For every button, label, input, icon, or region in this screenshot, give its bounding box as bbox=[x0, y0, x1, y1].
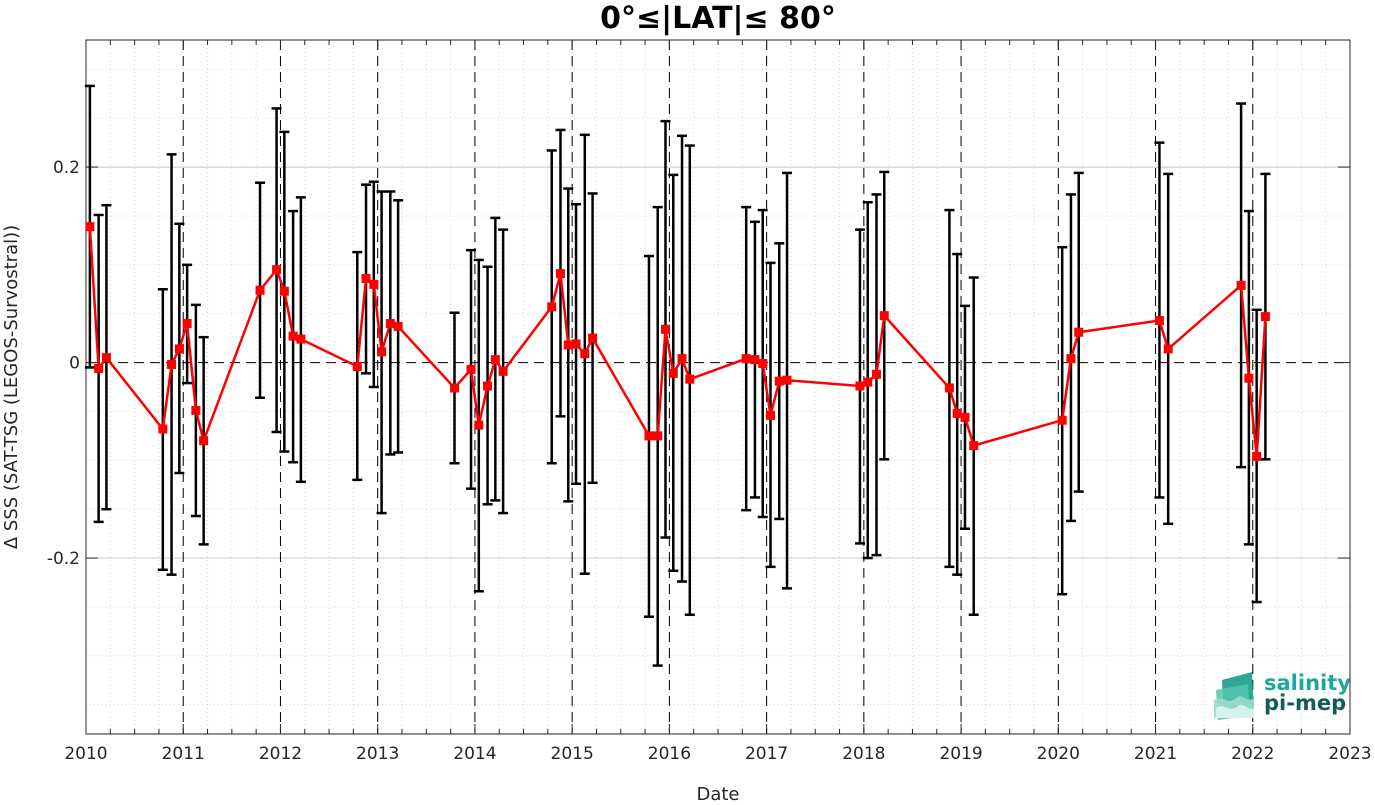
series-line bbox=[88, 226, 1267, 457]
y-tick-label: 0 bbox=[69, 354, 80, 374]
data-point-marker bbox=[677, 354, 687, 364]
data-point-marker bbox=[1252, 451, 1262, 461]
data-point-marker bbox=[952, 408, 962, 418]
data-point-marker bbox=[969, 441, 979, 451]
x-tick-label: 2012 bbox=[259, 744, 302, 764]
data-point-marker bbox=[653, 431, 663, 441]
x-tick-label: 2023 bbox=[1328, 744, 1371, 764]
data-point-marker bbox=[450, 383, 460, 393]
data-point-marker bbox=[660, 324, 670, 334]
data-point-marker bbox=[466, 364, 476, 374]
data-point-marker bbox=[580, 349, 590, 359]
data-point-marker bbox=[191, 405, 201, 415]
y-tick-label: 0.2 bbox=[53, 158, 80, 178]
x-tick-label: 2017 bbox=[745, 744, 788, 764]
data-point-marker bbox=[85, 222, 95, 232]
salinity-pi-mep-logo: salinity pi-mep bbox=[1214, 671, 1351, 720]
grid-layer bbox=[85, 40, 1351, 734]
data-point-marker bbox=[1057, 415, 1067, 425]
data-point-marker bbox=[960, 412, 970, 422]
data-point-marker bbox=[871, 369, 881, 379]
data-point-marker bbox=[685, 374, 695, 384]
data-point-marker bbox=[547, 302, 557, 312]
data-point-marker bbox=[1260, 312, 1270, 322]
x-tick-label: 2018 bbox=[842, 744, 885, 764]
data-point-marker bbox=[555, 269, 565, 279]
data-point-marker bbox=[1066, 354, 1076, 364]
data-point-marker bbox=[766, 410, 776, 420]
logo-text-salinity: salinity bbox=[1264, 671, 1351, 695]
data-point-marker bbox=[571, 339, 581, 349]
data-point-marker bbox=[490, 355, 500, 365]
data-point-marker bbox=[782, 375, 792, 385]
data-point-marker bbox=[863, 377, 873, 387]
logo-text-pi-mep: pi-mep bbox=[1264, 691, 1346, 715]
data-point-marker bbox=[774, 376, 784, 386]
x-tick-label: 2015 bbox=[551, 744, 594, 764]
data-point-marker bbox=[369, 279, 379, 289]
data-point-marker bbox=[741, 354, 751, 364]
x-tick-label: 2013 bbox=[356, 744, 399, 764]
data-point-marker bbox=[563, 340, 573, 350]
x-tick-label: 2016 bbox=[648, 744, 691, 764]
data-point-marker bbox=[288, 331, 298, 341]
data-point-marker bbox=[279, 286, 289, 296]
data-point-marker bbox=[483, 381, 493, 391]
data-point-marker bbox=[158, 424, 168, 434]
data-point-marker bbox=[668, 368, 678, 378]
data-point-marker bbox=[1236, 280, 1246, 290]
x-tick-label: 2021 bbox=[1134, 744, 1177, 764]
wave-logo-icon bbox=[1214, 672, 1254, 720]
data-point-marker bbox=[174, 344, 184, 354]
x-axis-label: Date bbox=[696, 784, 739, 801]
data-point-marker bbox=[1154, 316, 1164, 326]
x-tick-label: 2010 bbox=[64, 744, 107, 764]
data-point-marker bbox=[758, 359, 768, 369]
chart-title: 0°≤|LAT|≤ 80° bbox=[600, 1, 836, 36]
y-axis-label: Δ SSS (SAT-TSG (LEGOS-Survostral)) bbox=[1, 225, 22, 549]
data-point-marker bbox=[182, 318, 192, 328]
data-series bbox=[84, 84, 1271, 667]
data-point-marker bbox=[855, 381, 865, 391]
x-tick-label: 2019 bbox=[939, 744, 982, 764]
data-point-marker bbox=[296, 334, 306, 344]
data-point-marker bbox=[101, 353, 111, 363]
data-point-marker bbox=[167, 360, 177, 370]
x-tick-label: 2011 bbox=[162, 744, 205, 764]
data-point-marker bbox=[272, 265, 282, 275]
x-tick-label: 2014 bbox=[453, 744, 496, 764]
data-point-marker bbox=[750, 355, 760, 365]
data-point-marker bbox=[644, 431, 654, 441]
data-point-marker bbox=[393, 321, 403, 331]
data-point-marker bbox=[255, 285, 265, 295]
data-point-marker bbox=[498, 366, 508, 376]
data-point-marker bbox=[199, 436, 209, 446]
y-tick-label: -0.2 bbox=[47, 549, 80, 569]
data-point-marker bbox=[1244, 373, 1254, 383]
data-point-marker bbox=[944, 383, 954, 393]
data-point-marker bbox=[377, 347, 387, 357]
data-point-marker bbox=[879, 311, 889, 321]
data-point-marker bbox=[588, 333, 598, 343]
data-point-marker bbox=[1163, 344, 1173, 354]
data-point-marker bbox=[352, 361, 362, 371]
data-point-marker bbox=[474, 420, 484, 430]
x-tick-label: 2022 bbox=[1231, 744, 1274, 764]
data-point-marker bbox=[1074, 327, 1084, 337]
data-point-marker bbox=[361, 274, 371, 284]
data-point-marker bbox=[385, 318, 395, 328]
x-tick-label: 2020 bbox=[1037, 744, 1080, 764]
data-point-marker bbox=[94, 363, 104, 373]
